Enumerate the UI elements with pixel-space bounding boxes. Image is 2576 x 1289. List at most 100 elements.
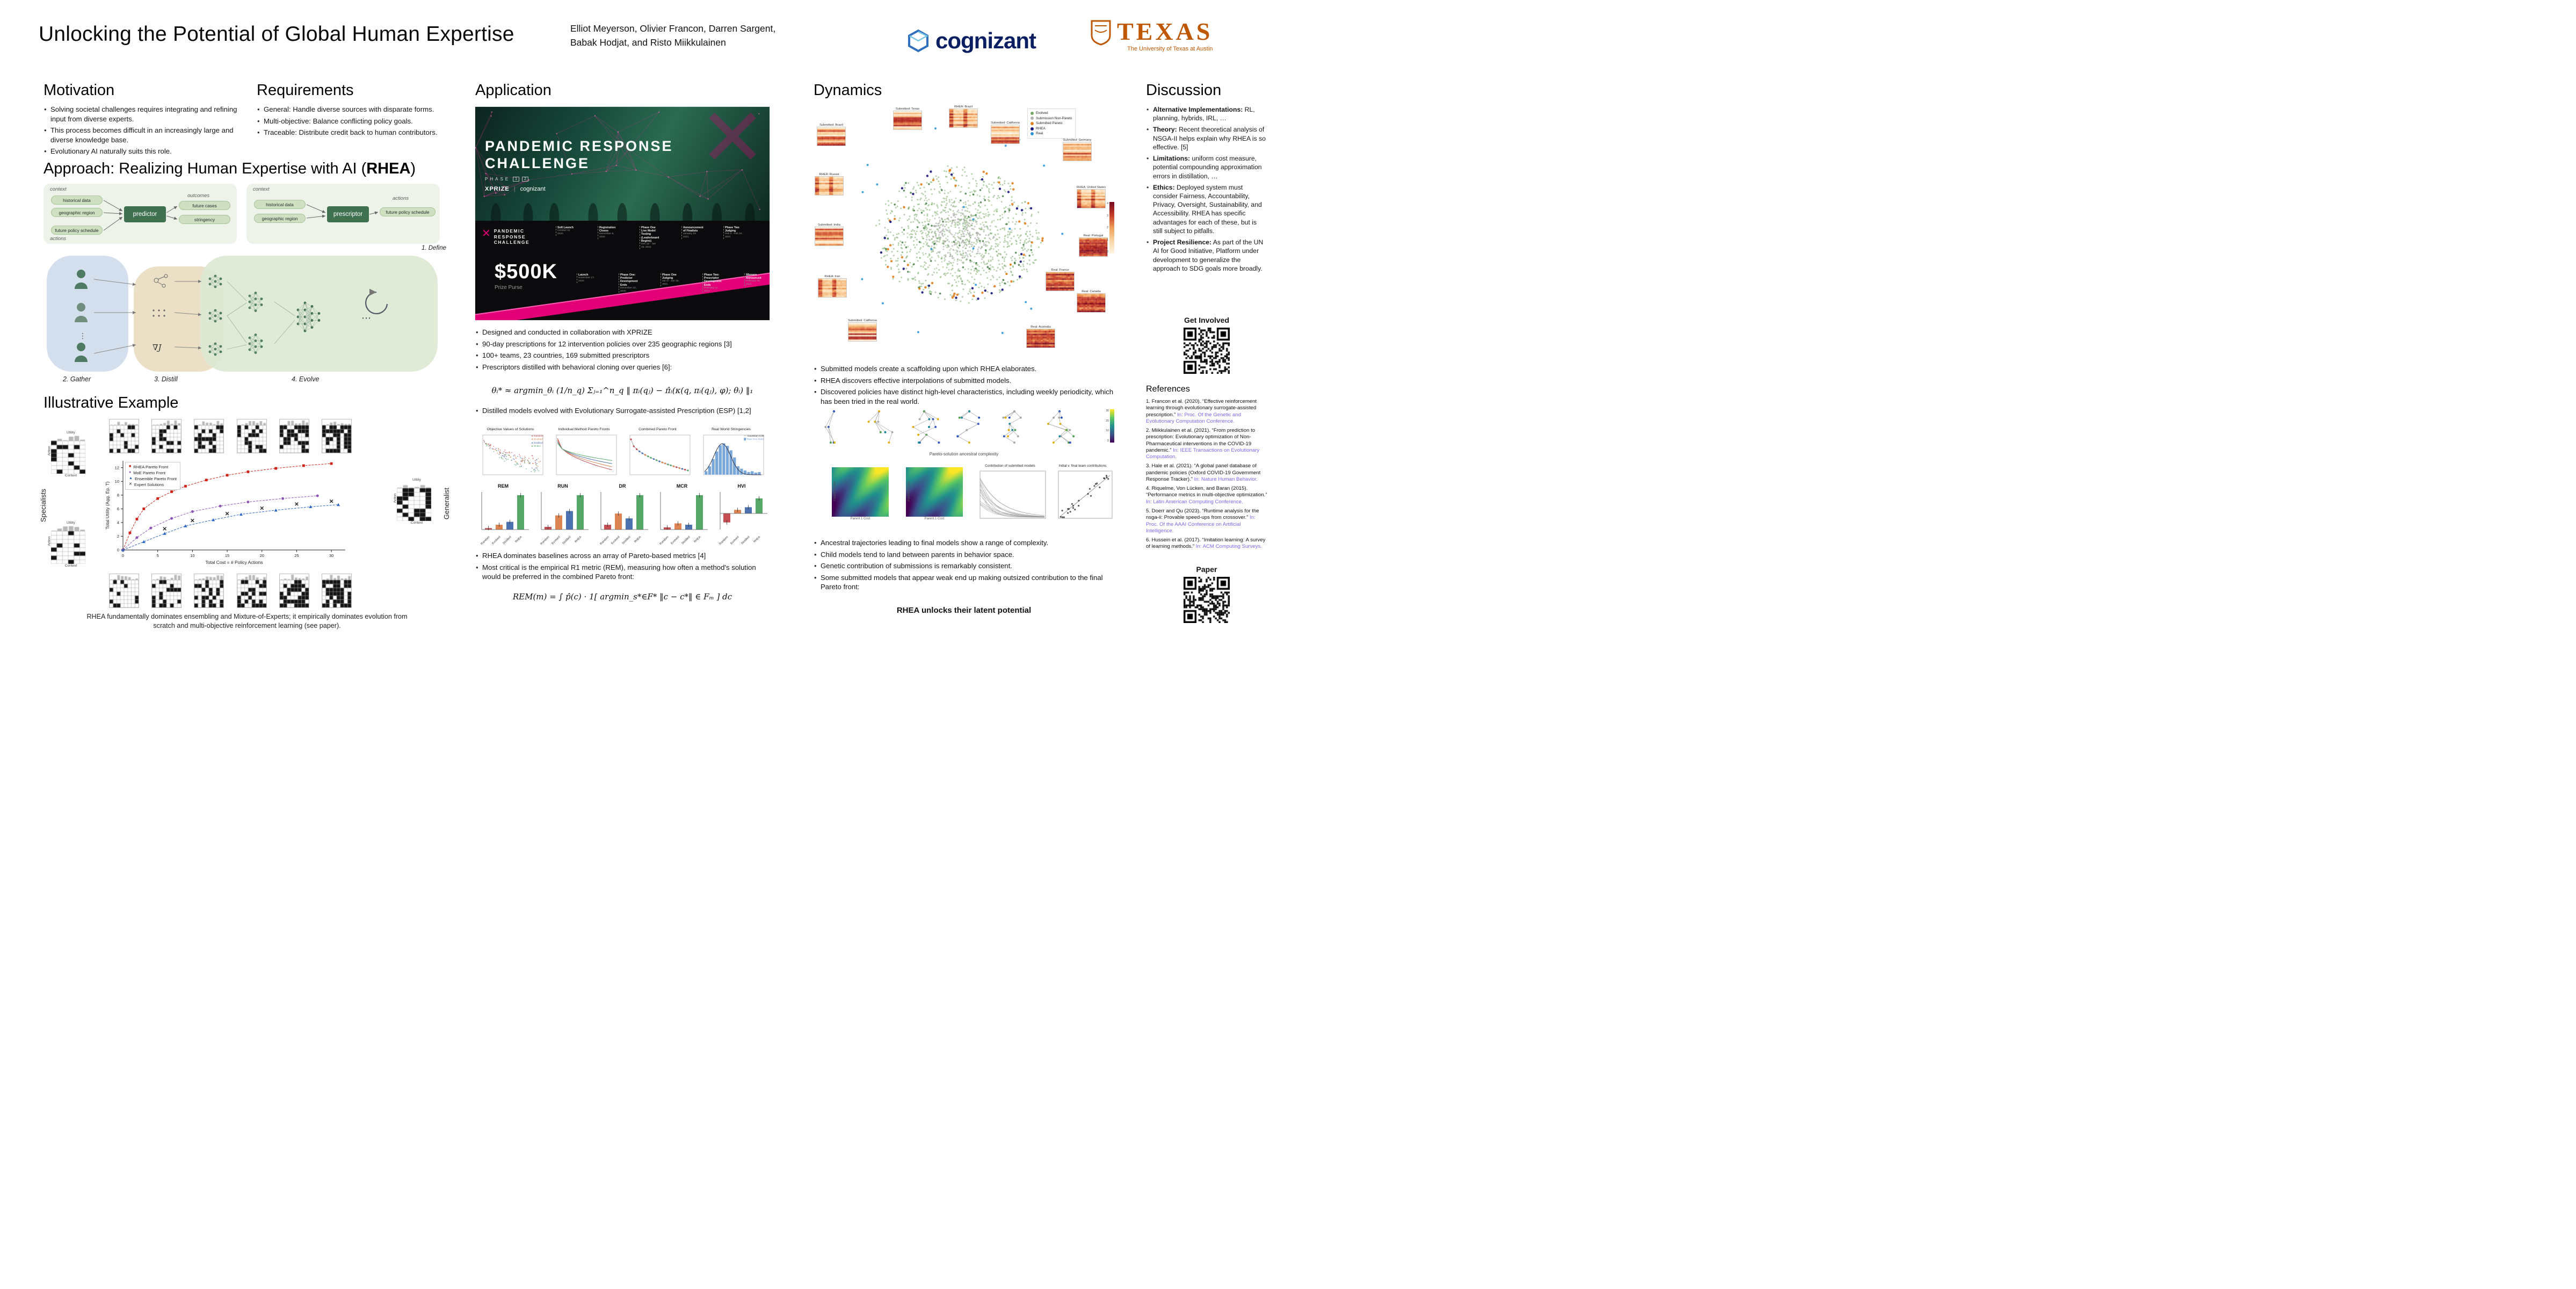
svg-text:Distilled: Distilled: [622, 535, 632, 545]
output-pill: future cases: [179, 201, 230, 210]
context-label: Context: [64, 563, 77, 568]
legend-item: ▲ Ensemble Pareto Front: [129, 476, 177, 481]
ancestry-trees: [824, 410, 1075, 444]
behavior-space-cloud: [861, 127, 1064, 334]
dynamics-bullet: Discovered policies have distinct high-l…: [814, 387, 1114, 406]
requirements-bullet: Multi-objective: Balance conflicting pol…: [257, 117, 450, 126]
discussion-item: Limitations: uniform cost measure, poten…: [1146, 154, 1267, 180]
dynamics-bullets-1: Submitted models create a scaffolding up…: [814, 364, 1114, 408]
output-pill: stringency: [179, 215, 230, 224]
policy-matrix: [151, 574, 182, 608]
inset-label: Submitted: Texas: [895, 107, 920, 111]
svg-text:⋯: ⋯: [361, 313, 371, 323]
stringencies-panel: Real World Stringencies — Gaussian KDE ▇ …: [696, 428, 766, 481]
svg-text:Distilled: Distilled: [503, 535, 512, 545]
cognizant-hexagon-icon: [908, 29, 928, 53]
policy-schedule-inset: Submitted: Texas: [893, 107, 922, 130]
discussion-item: Theory: Recent theoretical analysis of N…: [1146, 125, 1267, 151]
legend-item: RHEA: [1031, 126, 1072, 132]
cognizant-logo: cognizant: [906, 28, 1036, 54]
dynamics-bullet: RHEA discovers effective interpolations …: [814, 376, 1114, 386]
authors: Elliot Meyerson, Olivier Francon, Darren…: [570, 21, 775, 50]
policy-matrix: [397, 482, 431, 521]
svg-text:Distilled: Distilled: [562, 535, 572, 545]
svg-text:3. Distill: 3. Distill: [154, 375, 178, 383]
policy-schedule-inset: Submitted: California: [848, 319, 877, 342]
inset-label: RHEA: United States: [1077, 186, 1106, 189]
specialist-policy-panel: Utility Action Context: [48, 521, 91, 568]
policy-heatmap: [1077, 293, 1106, 313]
policy-heatmap: [818, 278, 847, 298]
dynamics-bullet: Genetic contribution of submissions is r…: [814, 561, 1114, 571]
policy-schedule-inset: Real: Australia: [1026, 325, 1055, 348]
panel-title: Combined Pareto Front: [638, 428, 677, 431]
svg-text:Random: Random: [659, 535, 669, 546]
svg-text:RHEA: RHEA: [634, 535, 642, 544]
legend-item: Submission Non-Pareto: [1031, 116, 1072, 121]
prescriptor-panel: context historical data geographic regio…: [246, 184, 440, 244]
texas-subline: The University of Texas at Austin: [1127, 46, 1213, 52]
generalist-policy-panel: Utility Action Context: [394, 478, 437, 525]
reference-venue: In: IEEE Transactions on Evolutionary Co…: [1146, 447, 1260, 460]
get-involved-qr-code: [1184, 328, 1230, 374]
motivation-heading: Motivation: [43, 82, 115, 99]
policy-heatmap: [991, 125, 1020, 144]
inset-label: Real: Portugal: [1083, 234, 1104, 237]
methods-legend: ● Random ● Evolved ● Distilled ● RHEA: [531, 435, 543, 448]
gather-distill-evolve-diagram: ⋮ ∇J ⋯ 2. Gather 3. Distill 4. Evolve: [47, 256, 438, 383]
banner-title-line2: CHALLENGE: [485, 155, 590, 171]
policy-matrix: [194, 419, 224, 453]
input-pill: geographic region: [51, 208, 103, 217]
reference-main: 2. Miikkulainen et al. (2021). “From pre…: [1146, 428, 1256, 453]
svg-text:20: 20: [260, 553, 264, 558]
policy-heatmap: [1077, 189, 1106, 208]
phase-label: PHASE: [485, 176, 511, 182]
dynamics-bullets-2: Ancestral trajectories leading to final …: [814, 538, 1114, 594]
timeline-milestone: Announcement of Finalists January 19 2021: [681, 226, 703, 239]
application-heading: Application: [475, 82, 552, 99]
specialists-label: Specialists: [39, 489, 47, 523]
reference-main: 3. Hale et al. (2021). “A global panel d…: [1146, 463, 1261, 482]
dynamics-bullet: Submitted models create a scaffolding up…: [814, 364, 1114, 374]
paper-qr-code: [1184, 577, 1230, 623]
policy-matrix-row-top: [109, 419, 352, 453]
authors-line2: Babak Hodjat, and Risto Miikkulainen: [570, 37, 726, 48]
timeline-milestone: Phase Two Judging Feb 4 - Feb 24, 2021: [723, 226, 743, 239]
metric-title: RUN: [557, 483, 568, 489]
define-step-caption: 1. Define: [421, 245, 446, 251]
svg-text:RHEA: RHEA: [753, 535, 761, 544]
context-label: Context: [64, 473, 77, 477]
policy-heatmap: [1026, 329, 1055, 348]
phase-2: 2: [522, 176, 528, 182]
panel-title: Contribution of submitted models: [985, 464, 1035, 468]
policy-schedule-inset: Submitted: Brazil: [817, 124, 846, 146]
input-pill: geographic region: [254, 214, 306, 223]
svg-text:Random: Random: [719, 535, 729, 546]
stringencies-histogram: [703, 435, 764, 475]
complexity-colorbar: 30 20 10 0: [1106, 409, 1114, 443]
approach-heading: Approach: Realizing Human Expertise with…: [43, 160, 416, 178]
svg-text:25: 25: [294, 553, 299, 558]
legend-item: ✕ Expert Solutions: [129, 482, 164, 487]
timeline-milestone: Soft Launch October 01 2020: [556, 226, 576, 236]
combined-front-chart: [629, 435, 691, 475]
cognizant-logo-text: cognizant: [520, 185, 546, 192]
input-pill: historical data: [51, 195, 103, 205]
banner-timeline: ✕ PANDEMIC RESPONSE CHALLENGE $500K Priz…: [475, 221, 770, 320]
inset-label: Submitted: Germany: [1063, 139, 1092, 142]
inset-label: Submitted: India: [818, 223, 840, 227]
svg-text:10: 10: [190, 553, 194, 558]
inset-label: RHEA: Russia: [819, 173, 839, 176]
legend-item: Real: [1031, 131, 1072, 136]
svg-text:Evolved: Evolved: [670, 535, 680, 545]
get-involved-heading: Get Involved: [1184, 316, 1230, 324]
svg-text:Total Utility (Agg. Ep. T): Total Utility (Agg. Ep. T): [105, 481, 110, 529]
references-list: 1. Francon et al. (2020). “Effective rei…: [1146, 399, 1267, 553]
application-bullet: RHEA dominates baselines across an array…: [475, 551, 774, 561]
policy-matrix: [51, 435, 85, 474]
contribution-curves-panel: Contribution of submitted models: [973, 464, 1048, 524]
svg-text:12: 12: [115, 465, 119, 470]
svg-text:2. Gather: 2. Gather: [62, 375, 91, 383]
dynamics-heading: Dynamics: [814, 82, 882, 99]
dynamics-legend: Evolved Submission Non-Pareto Submitted Pa…: [1027, 108, 1076, 139]
